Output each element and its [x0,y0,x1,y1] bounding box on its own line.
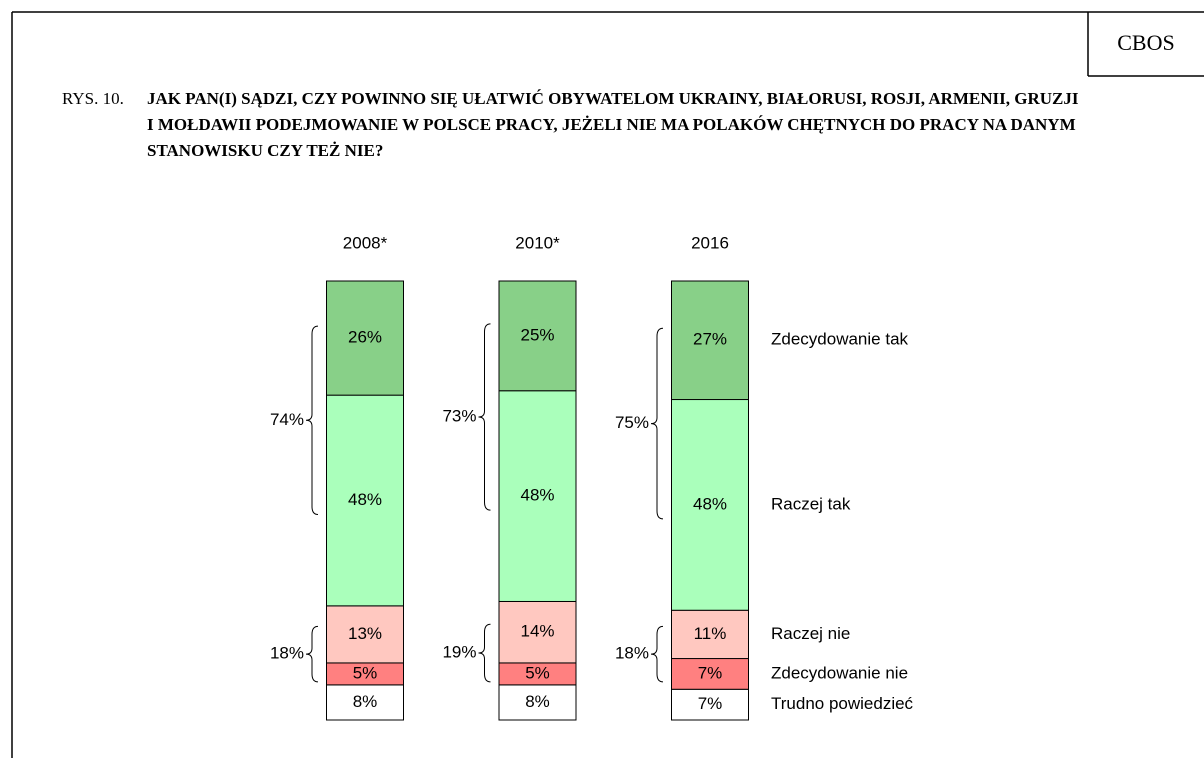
value-label: 25% [520,325,554,344]
figure-number: RYS. 10. [62,89,124,108]
bar-segment [671,280,749,401]
brace-label: 75% [615,413,649,432]
value-label: 14% [520,622,554,641]
brace-label: 19% [442,643,476,662]
brace-label: 18% [615,644,649,663]
value-label: 48% [693,494,727,513]
value-label: 7% [698,663,723,682]
x-tick-label: 2016 [691,233,729,252]
bar-segment [326,280,404,396]
brace-label: 73% [442,406,476,425]
brace [478,623,491,683]
value-label: 48% [520,486,554,505]
legend-label: Zdecydowanie nie [771,663,908,682]
value-label: 5% [525,663,550,682]
value-label: 8% [525,692,550,711]
value-label: 8% [353,692,378,711]
bar-segment [498,390,577,602]
chart-title: JAK PAN(I) SĄDZI, CZY POWINNO SIĘ UŁATWI… [147,89,1079,160]
bar-segment [498,684,577,721]
brace-label: 18% [270,644,304,663]
source-label: CBOS [1117,30,1174,55]
bar-segment [671,609,749,660]
value-label: 11% [694,624,727,643]
value-label: 48% [348,490,382,509]
value-label: 7% [698,694,723,713]
x-tick-label: 2008* [343,233,388,252]
bar-segment [326,394,404,607]
brace [650,327,664,520]
legend-label: Trudno powiedzieć [771,694,914,713]
brace-label: 74% [270,410,304,429]
bar-segment [671,399,749,611]
value-label: 5% [353,663,378,682]
value-label: 13% [348,624,382,643]
brace [305,625,319,683]
brace [650,625,664,683]
value-label: 26% [348,328,382,347]
bar-segment [326,605,404,664]
legend-label: Raczej tak [771,494,851,513]
bar-segment [498,600,577,664]
legend-label: Raczej nie [771,624,850,643]
x-tick-label: 2010* [515,233,560,252]
legend-label: Zdecydowanie tak [771,330,909,349]
bar-segment [498,280,577,392]
brace [305,325,319,515]
brace [478,323,491,511]
bar-segment [671,688,749,721]
value-label: 27% [693,330,727,349]
